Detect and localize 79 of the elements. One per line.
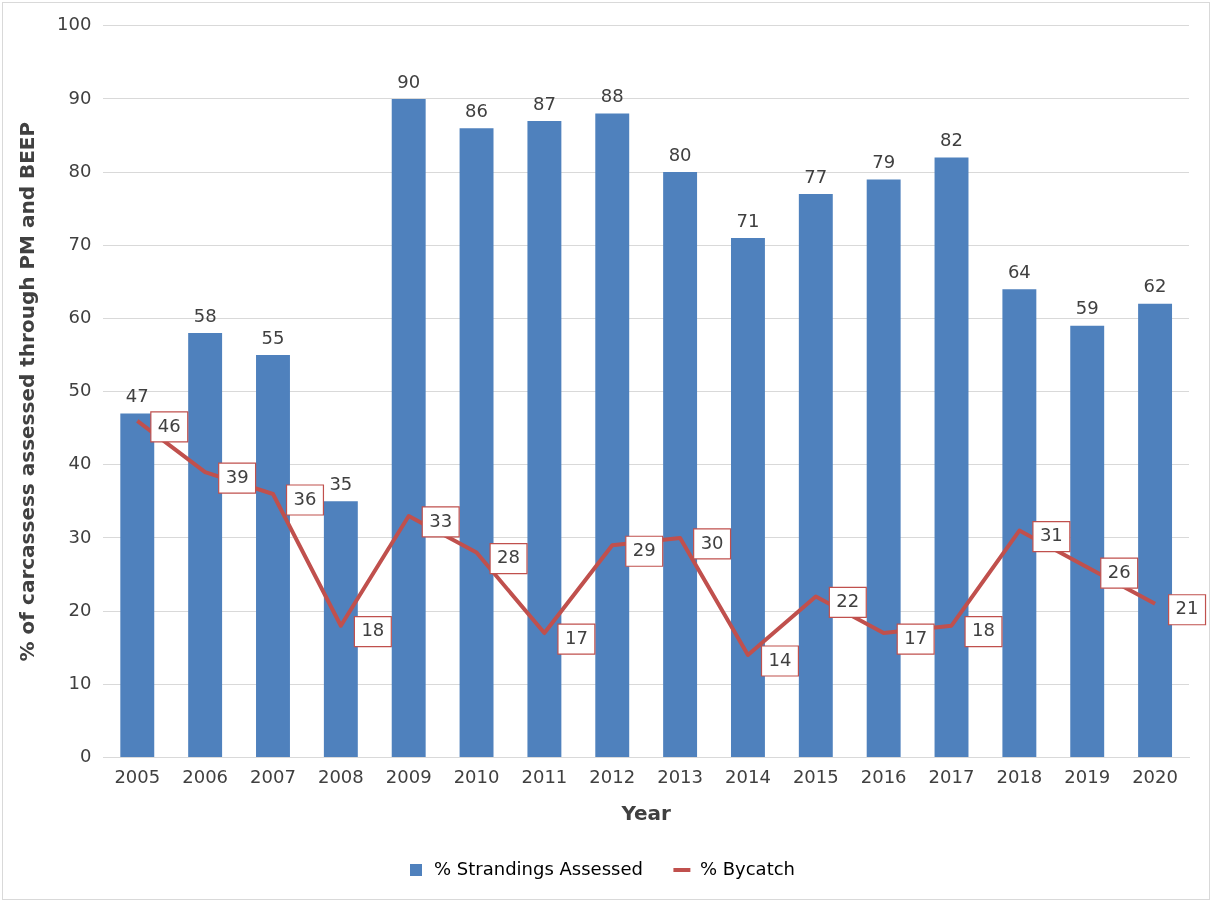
- data-label: 31: [1039, 524, 1063, 546]
- x-tick-label: 2017: [928, 765, 975, 787]
- bar: [1070, 325, 1105, 757]
- x-tick-label: 2018: [996, 765, 1043, 787]
- bar: [866, 179, 901, 757]
- y-tick-label: 80: [68, 159, 92, 181]
- x-tick-label: 2005: [114, 765, 161, 787]
- data-label: 80: [668, 143, 692, 165]
- data-label: 21: [1175, 597, 1199, 619]
- x-tick-label: 2009: [385, 765, 432, 787]
- x-tick-label: 2014: [725, 765, 771, 787]
- bar: [595, 113, 630, 757]
- y-tick-label: 60: [68, 306, 92, 328]
- y-tick-label: 20: [68, 598, 92, 620]
- bar: [798, 194, 833, 757]
- data-label: 30: [700, 531, 724, 553]
- data-label: 18: [972, 619, 995, 641]
- bar: [1002, 289, 1037, 757]
- x-tick-label: 2006: [182, 765, 229, 787]
- data-label: 64: [1007, 260, 1031, 282]
- data-label: 33: [429, 509, 453, 531]
- data-label: 46: [157, 414, 181, 436]
- y-tick-label: 0: [79, 745, 92, 767]
- x-tick-label: 2020: [1132, 765, 1178, 787]
- data-label: 17: [564, 626, 588, 648]
- data-label: 79: [872, 151, 896, 173]
- x-tick-label: 2010: [453, 765, 500, 787]
- data-label: 82: [940, 129, 963, 151]
- y-tick-label: 100: [57, 13, 92, 35]
- data-label: 71: [736, 209, 760, 231]
- bar: [120, 413, 155, 757]
- data-label: 29: [632, 538, 656, 560]
- bar: [323, 501, 358, 757]
- x-tick-label: 2008: [317, 765, 364, 787]
- data-label: 77: [804, 165, 828, 187]
- legend-label: % Bycatch: [699, 857, 796, 879]
- bar: [663, 172, 698, 757]
- y-tick-label: 30: [68, 525, 92, 547]
- y-tick-label: 50: [68, 379, 92, 401]
- x-tick-label: 2016: [860, 765, 907, 787]
- data-label: 55: [261, 326, 285, 348]
- x-tick-label: 2011: [521, 765, 568, 787]
- y-tick-label: 70: [68, 232, 92, 254]
- x-axis-title: Year: [620, 801, 672, 826]
- x-tick-label: 2007: [250, 765, 296, 787]
- data-label: 86: [465, 99, 488, 121]
- data-label: 87: [532, 92, 556, 114]
- bar: [934, 157, 969, 757]
- data-label: 26: [1107, 560, 1131, 582]
- y-tick-label: 90: [68, 86, 92, 108]
- x-tick-label: 2019: [1064, 765, 1111, 787]
- data-label: 17: [904, 626, 928, 648]
- data-label: 62: [1143, 275, 1167, 297]
- data-label: 14: [768, 648, 792, 670]
- data-label: 28: [497, 546, 520, 568]
- data-label: 90: [397, 70, 421, 92]
- data-label: 36: [293, 487, 317, 509]
- bar: [188, 333, 223, 757]
- x-tick-label: 2012: [589, 765, 636, 787]
- data-label: 22: [836, 590, 860, 612]
- data-label: 18: [361, 619, 385, 641]
- bar: [459, 128, 494, 757]
- y-tick-label: 40: [68, 452, 92, 474]
- data-label: 59: [1075, 297, 1099, 319]
- data-label: 88: [600, 85, 624, 107]
- legend-label: % Strandings Assessed: [433, 857, 643, 879]
- bar: [1138, 303, 1173, 757]
- x-tick-label: 2013: [657, 765, 704, 787]
- x-tick-label: 2015: [792, 765, 839, 787]
- y-axis-title: % of carcassess assessed through PM and BEEP: [15, 121, 40, 662]
- bar: [256, 355, 290, 757]
- bar: [730, 237, 765, 757]
- bar: [527, 120, 562, 757]
- data-label: 39: [225, 465, 249, 487]
- data-label: 35: [329, 473, 353, 495]
- data-label: 58: [193, 304, 217, 326]
- bar: [391, 98, 426, 757]
- y-tick-label: 10: [68, 671, 92, 693]
- data-label: 47: [125, 385, 149, 407]
